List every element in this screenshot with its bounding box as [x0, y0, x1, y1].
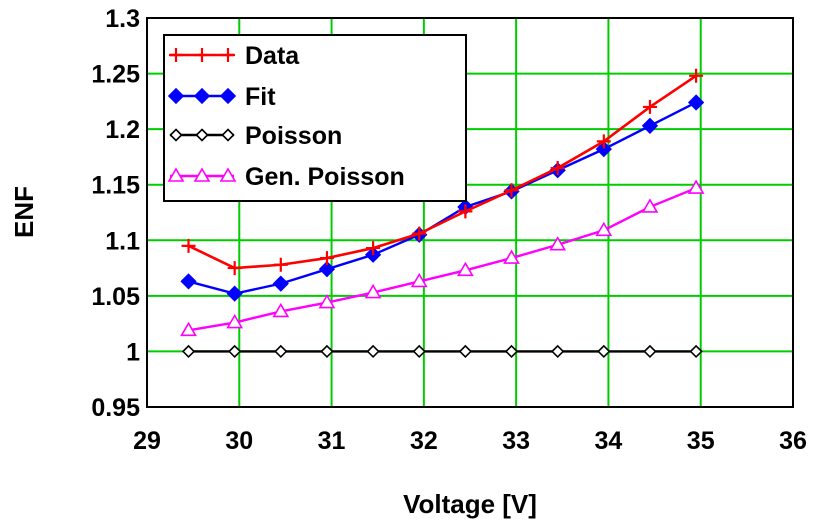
- data-point-data: [642, 99, 657, 114]
- data-point-poisson: [551, 344, 565, 359]
- legend-label: Fit: [245, 83, 276, 111]
- data-point-data: [366, 241, 381, 256]
- x-tick-label: 29: [133, 427, 161, 455]
- legend-swatch-marker: [193, 87, 211, 105]
- data-point-fit: [595, 141, 612, 158]
- x-tick-label: 33: [502, 427, 530, 455]
- series-data: [181, 68, 704, 276]
- legend-label: Poisson: [245, 122, 342, 150]
- data-point-gen-poisson: [226, 313, 244, 329]
- legend-label: Gen. Poisson: [245, 163, 405, 191]
- legend-swatch-marker: [195, 128, 209, 142]
- data-point-gen-poisson: [180, 321, 197, 337]
- data-point-poisson: [643, 344, 657, 359]
- y-tick-label: 1.25: [91, 61, 140, 89]
- y-tick-label: 1.05: [91, 283, 140, 311]
- data-point-gen-poisson: [364, 283, 382, 299]
- plot-frame: [146, 17, 794, 408]
- tick-labels: 29 30 31 32 33 34 35 36 0.95 1 1.05 1.1 1.15 1.2 1.25 1…: [91, 5, 807, 455]
- data-point-data: [458, 204, 473, 219]
- data-point-gen-poisson: [272, 302, 290, 318]
- x-tick-label: 32: [410, 427, 438, 455]
- data-point-data: [689, 68, 704, 83]
- data-point-fit: [318, 261, 336, 278]
- legend-swatch-marker: [219, 87, 237, 105]
- legend-item-gen-poisson: Gen. Poisson: [167, 163, 405, 191]
- legend-swatch-marker: [221, 128, 235, 142]
- data-point-data: [504, 183, 519, 198]
- data-point-poisson: [412, 344, 426, 359]
- data-point-data: [273, 257, 288, 272]
- data-point-poisson: [458, 344, 473, 359]
- x-axis-label: Voltage [V]: [403, 489, 537, 519]
- y-tick-label: 1.1: [105, 227, 140, 255]
- data-point-gen-poisson: [641, 198, 659, 213]
- legend-box: [163, 34, 467, 202]
- legend-swatch-marker: [167, 87, 185, 105]
- legend-swatch-marker: [169, 48, 183, 62]
- x-tick-label: 36: [779, 427, 807, 455]
- legend-swatch-marker: [167, 167, 185, 182]
- legend-swatch-marker: [193, 167, 211, 182]
- series-line-fit: [188, 101, 697, 295]
- legend-item-data: Data: [169, 42, 300, 70]
- x-tick-label: 30: [225, 427, 253, 455]
- legend-item-fit: Fit: [167, 83, 276, 111]
- data-point-poisson: [597, 344, 611, 359]
- data-point-fit: [226, 285, 243, 302]
- y-axis-label: ENF: [9, 186, 39, 238]
- data-point-poisson: [366, 344, 380, 359]
- x-tick-label: 31: [318, 427, 346, 455]
- data-point-gen-poisson: [456, 261, 474, 277]
- data-point-data: [319, 251, 334, 266]
- data-point-poisson: [320, 344, 334, 359]
- data-point-data: [181, 238, 196, 253]
- legend-label: Data: [245, 42, 300, 70]
- series-line-data: [187, 74, 697, 270]
- y-tick-label: 0.95: [91, 394, 140, 422]
- data-point-gen-poisson: [549, 236, 567, 251]
- data-point-gen-poisson: [318, 293, 336, 309]
- data-point-poisson: [228, 344, 242, 359]
- data-point-poisson: [689, 344, 703, 359]
- y-tick-label: 1.15: [91, 172, 140, 200]
- y-tick-label: 1.2: [105, 116, 140, 144]
- data-point-data: [596, 134, 611, 149]
- legend-swatch-marker: [169, 128, 183, 142]
- data-point-data: [227, 261, 242, 276]
- series-line-gen-poisson: [188, 186, 697, 332]
- data-point-fit: [687, 94, 705, 111]
- data-point-poisson: [181, 344, 196, 359]
- data-point-fit: [272, 275, 289, 292]
- legend: Data Fit Poisson Gen. Poisson: [163, 34, 467, 202]
- x-tick-label: 34: [595, 427, 623, 455]
- data-point-gen-poisson: [687, 179, 705, 194]
- x-tick-label: 35: [687, 427, 715, 455]
- legend-swatch-marker: [195, 48, 209, 62]
- series-layer: [180, 68, 705, 359]
- data-point-fit: [641, 117, 659, 134]
- data-point-fit: [180, 273, 197, 290]
- legend-item-poisson: Poisson: [169, 122, 342, 150]
- data-point-data: [550, 161, 565, 176]
- data-point-poisson: [504, 344, 519, 359]
- series-poisson: [181, 344, 703, 359]
- data-point-poisson: [274, 344, 288, 359]
- y-tick-label: 1: [126, 338, 140, 366]
- data-point-data: [412, 226, 427, 241]
- data-point-gen-poisson: [503, 249, 520, 264]
- data-point-gen-poisson: [595, 221, 613, 237]
- legend-swatch-marker: [219, 167, 237, 182]
- legend-swatch-marker: [221, 48, 235, 62]
- data-point-gen-poisson: [410, 272, 428, 288]
- series-gen-poisson: [180, 179, 705, 337]
- y-tick-label: 1.3: [105, 5, 140, 33]
